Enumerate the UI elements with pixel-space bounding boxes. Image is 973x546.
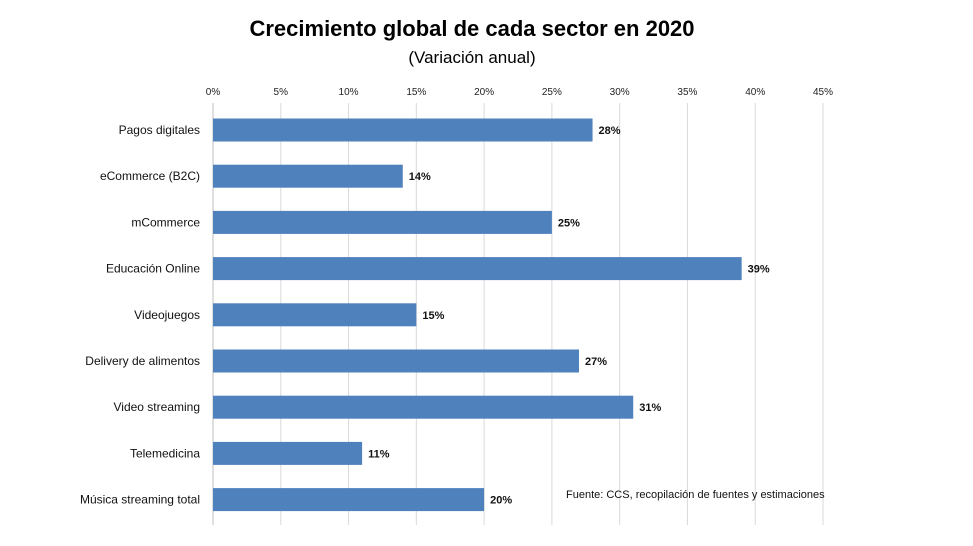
x-tick-label: 35% xyxy=(677,87,697,98)
data-label: 20% xyxy=(490,495,512,507)
x-tick-label: 5% xyxy=(274,87,289,98)
category-label: Telemedicina xyxy=(130,446,200,460)
data-label: 14% xyxy=(409,171,431,183)
x-tick-label: 30% xyxy=(610,87,630,98)
source-note: Fuente: CCS, recopilación de fuentes y e… xyxy=(566,489,825,501)
bar xyxy=(213,164,403,188)
category-labels: Pagos digitales eCommerce (B2C) mCommerce E… xyxy=(80,123,200,507)
category-label: Delivery de alimentos xyxy=(85,354,200,368)
data-label: 25% xyxy=(558,217,580,229)
category-label: eCommerce (B2C) xyxy=(100,169,200,183)
category-label: mCommerce xyxy=(131,215,200,229)
data-label: 27% xyxy=(585,356,607,368)
bar xyxy=(213,257,742,281)
category-label: Videojuegos xyxy=(134,308,200,322)
bar xyxy=(213,488,485,512)
data-labels: 28% 14% 25% 39% 15% 27% 31% 11% 20% xyxy=(368,125,770,507)
x-tick-label: 15% xyxy=(406,87,426,98)
category-label: Video streaming xyxy=(114,400,201,414)
x-tick-label: 45% xyxy=(813,87,833,98)
bar xyxy=(213,395,634,419)
x-axis-ticks: 0% 5% 10% 15% 20% 25% 30% 35% 40% 45% xyxy=(206,87,833,98)
bar xyxy=(213,349,579,373)
bar xyxy=(213,441,363,465)
x-tick-label: 25% xyxy=(542,87,562,98)
data-label: 31% xyxy=(639,402,661,414)
bar xyxy=(213,210,552,234)
x-tick-label: 0% xyxy=(206,87,221,98)
chart-title: Crecimiento global de cada sector en 202… xyxy=(249,16,694,41)
x-tick-label: 20% xyxy=(474,87,494,98)
chart-subtitle: (Variación anual) xyxy=(408,48,535,67)
data-label: 15% xyxy=(422,310,444,322)
bar xyxy=(213,118,593,142)
data-label: 28% xyxy=(599,125,621,137)
category-label: Música streaming total xyxy=(80,493,200,507)
x-tick-label: 40% xyxy=(745,87,765,98)
category-label: Pagos digitales xyxy=(119,123,200,137)
data-label: 11% xyxy=(368,448,390,460)
bars xyxy=(213,118,742,512)
data-label: 39% xyxy=(748,264,770,276)
x-tick-label: 10% xyxy=(339,87,359,98)
category-label: Educación Online xyxy=(106,262,200,276)
bar xyxy=(213,303,417,327)
